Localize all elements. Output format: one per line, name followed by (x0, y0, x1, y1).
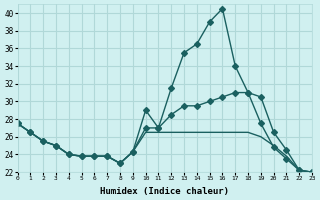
X-axis label: Humidex (Indice chaleur): Humidex (Indice chaleur) (100, 187, 229, 196)
